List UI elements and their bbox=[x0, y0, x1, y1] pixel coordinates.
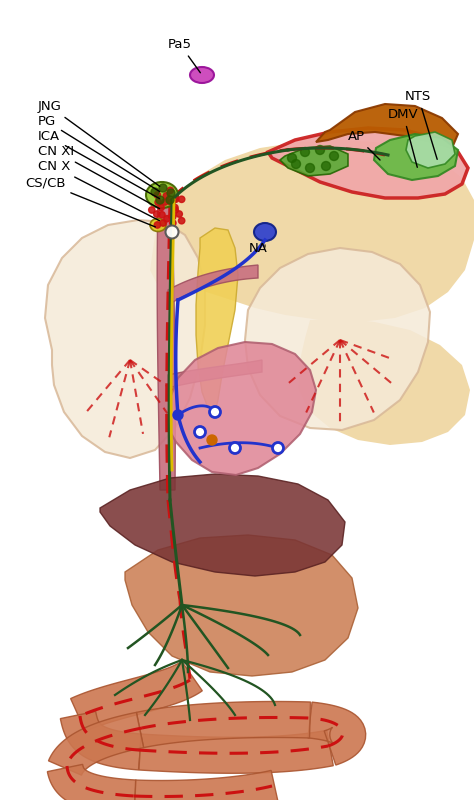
Polygon shape bbox=[139, 730, 333, 774]
Circle shape bbox=[207, 435, 217, 445]
Polygon shape bbox=[268, 128, 468, 198]
Polygon shape bbox=[45, 220, 205, 458]
Circle shape bbox=[170, 214, 176, 220]
Polygon shape bbox=[125, 535, 358, 676]
Circle shape bbox=[321, 162, 330, 170]
Polygon shape bbox=[168, 265, 258, 305]
Polygon shape bbox=[100, 474, 345, 576]
Circle shape bbox=[172, 204, 178, 210]
Polygon shape bbox=[406, 132, 455, 168]
Circle shape bbox=[167, 226, 173, 233]
Circle shape bbox=[210, 406, 220, 418]
Circle shape bbox=[288, 154, 297, 162]
Circle shape bbox=[292, 159, 301, 169]
Polygon shape bbox=[157, 200, 175, 490]
Circle shape bbox=[173, 196, 179, 202]
Circle shape bbox=[167, 189, 175, 197]
Circle shape bbox=[154, 211, 160, 218]
Circle shape bbox=[316, 146, 325, 154]
Text: AP: AP bbox=[348, 130, 380, 160]
Circle shape bbox=[166, 196, 174, 204]
Polygon shape bbox=[47, 764, 136, 800]
Circle shape bbox=[170, 220, 176, 226]
Polygon shape bbox=[48, 712, 144, 775]
Circle shape bbox=[178, 218, 185, 224]
Circle shape bbox=[168, 198, 174, 205]
Polygon shape bbox=[196, 228, 238, 412]
Circle shape bbox=[160, 220, 166, 226]
Circle shape bbox=[164, 215, 170, 222]
Polygon shape bbox=[134, 770, 279, 800]
Text: DMV: DMV bbox=[388, 108, 419, 167]
Circle shape bbox=[178, 196, 185, 202]
Circle shape bbox=[156, 196, 164, 204]
Circle shape bbox=[149, 206, 155, 214]
Circle shape bbox=[151, 188, 159, 196]
Text: NA: NA bbox=[248, 242, 267, 255]
Circle shape bbox=[229, 442, 240, 454]
Polygon shape bbox=[150, 140, 474, 322]
Circle shape bbox=[163, 193, 170, 199]
Ellipse shape bbox=[254, 223, 276, 241]
Polygon shape bbox=[316, 104, 458, 148]
Ellipse shape bbox=[146, 182, 178, 208]
Text: PG: PG bbox=[38, 115, 160, 191]
Circle shape bbox=[154, 192, 161, 198]
Text: CN X: CN X bbox=[38, 160, 160, 221]
Circle shape bbox=[173, 410, 183, 420]
Ellipse shape bbox=[150, 218, 166, 231]
Circle shape bbox=[273, 442, 283, 454]
Circle shape bbox=[329, 151, 338, 161]
Text: ICA: ICA bbox=[38, 130, 160, 198]
Polygon shape bbox=[137, 702, 310, 748]
Circle shape bbox=[176, 211, 182, 218]
Polygon shape bbox=[308, 702, 366, 765]
Polygon shape bbox=[280, 146, 348, 176]
Circle shape bbox=[154, 222, 161, 228]
Circle shape bbox=[301, 147, 310, 157]
Circle shape bbox=[158, 204, 164, 210]
Circle shape bbox=[155, 199, 161, 206]
Text: NTS: NTS bbox=[405, 90, 437, 159]
Circle shape bbox=[159, 184, 167, 192]
Text: CN XI: CN XI bbox=[38, 145, 160, 209]
Circle shape bbox=[162, 198, 168, 205]
Text: Pa5: Pa5 bbox=[168, 38, 201, 73]
Polygon shape bbox=[245, 248, 430, 430]
Polygon shape bbox=[374, 134, 458, 180]
Circle shape bbox=[159, 211, 165, 218]
Circle shape bbox=[194, 426, 206, 438]
Circle shape bbox=[165, 226, 179, 238]
Ellipse shape bbox=[190, 67, 214, 83]
Text: JNG: JNG bbox=[38, 100, 160, 186]
Polygon shape bbox=[168, 360, 262, 388]
Polygon shape bbox=[60, 711, 142, 770]
Text: CS/CB: CS/CB bbox=[25, 176, 155, 227]
Polygon shape bbox=[71, 662, 202, 731]
Circle shape bbox=[167, 187, 173, 194]
Circle shape bbox=[172, 206, 178, 214]
Circle shape bbox=[306, 163, 315, 173]
Polygon shape bbox=[298, 318, 470, 445]
Polygon shape bbox=[168, 342, 316, 475]
